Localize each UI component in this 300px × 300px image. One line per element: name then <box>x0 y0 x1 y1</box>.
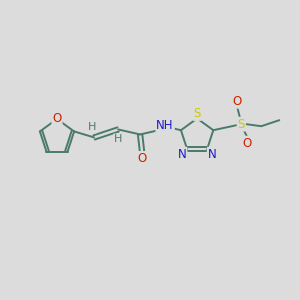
Text: N: N <box>178 148 187 161</box>
Text: H: H <box>88 122 96 132</box>
Text: NH: NH <box>156 119 174 132</box>
Text: O: O <box>137 152 147 165</box>
Text: H: H <box>114 134 122 144</box>
Text: S: S <box>238 118 245 131</box>
Text: O: O <box>243 137 252 150</box>
Text: S: S <box>194 107 201 120</box>
Text: N: N <box>208 148 217 161</box>
Text: O: O <box>52 112 62 124</box>
Text: O: O <box>233 95 242 108</box>
